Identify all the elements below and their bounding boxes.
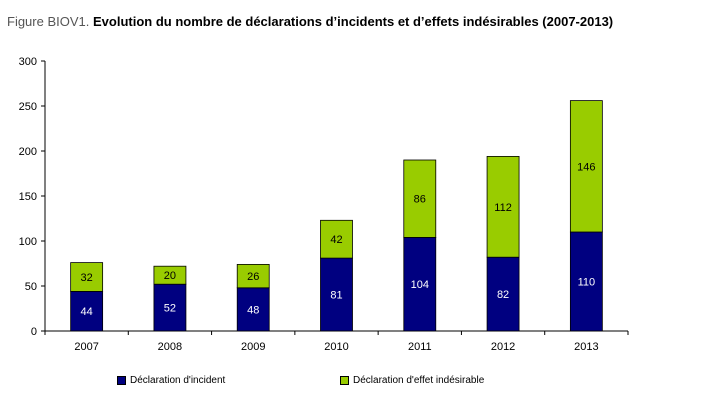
data-label: 20 [164, 270, 176, 282]
data-label: 44 [81, 306, 93, 318]
y-tick-label: 150 [19, 191, 37, 203]
data-label: 48 [247, 304, 259, 316]
data-label: 81 [330, 290, 342, 302]
y-tick-label: 200 [19, 146, 37, 158]
bar-segment [236, 287, 270, 332]
legend-label-effet: Déclaration d'effet indésirable [353, 375, 485, 386]
y-tick-label: 50 [25, 281, 37, 293]
y-tick-label: 0 [31, 326, 37, 338]
y-tick-label: 250 [19, 101, 37, 113]
x-tick-label: 2013 [574, 341, 598, 353]
bar-segment [569, 100, 603, 233]
data-label: 26 [247, 271, 259, 283]
data-label: 52 [164, 303, 176, 315]
legend-item-incident: Déclaration d'incident [117, 375, 225, 386]
x-tick-label: 2008 [158, 341, 182, 353]
x-tick-label: 2009 [241, 341, 265, 353]
chart-title: Figure BIOV1. Evolution du nombre de déc… [7, 14, 613, 29]
x-tick-label: 2010 [324, 341, 348, 353]
x-tick-label: 2012 [491, 341, 515, 353]
legend-label-incident: Déclaration d'incident [130, 375, 226, 386]
data-label: 112 [494, 202, 512, 214]
data-label: 42 [330, 234, 342, 246]
legend-item-effet: Déclaration d'effet indésirable [340, 375, 484, 386]
bar-segment [236, 263, 270, 289]
legend-swatch-incident [117, 376, 126, 385]
data-label: 104 [411, 279, 429, 291]
data-label: 146 [577, 161, 595, 173]
figure-title: Evolution du nombre de déclarations d’in… [93, 14, 614, 29]
y-tick-label: 100 [19, 236, 37, 248]
bar-segment [70, 290, 104, 332]
data-label: 86 [414, 194, 426, 206]
bar-segment [403, 159, 437, 238]
bar-segment [153, 265, 187, 285]
bar-segment [153, 283, 187, 332]
x-tick-label: 2011 [408, 341, 432, 353]
bar-segment [320, 219, 353, 259]
figure-label: Figure BIOV1. [7, 14, 90, 29]
x-tick-label: 2007 [74, 341, 98, 353]
data-label: 110 [578, 277, 596, 289]
y-tick-label: 300 [19, 56, 37, 68]
bar-segment [569, 231, 603, 332]
bar-segment [486, 155, 520, 258]
data-label: 32 [81, 272, 93, 284]
bar-segment [70, 262, 104, 292]
data-label: 82 [497, 289, 509, 301]
bar-segment [320, 257, 353, 332]
legend-swatch-effet [340, 376, 349, 385]
